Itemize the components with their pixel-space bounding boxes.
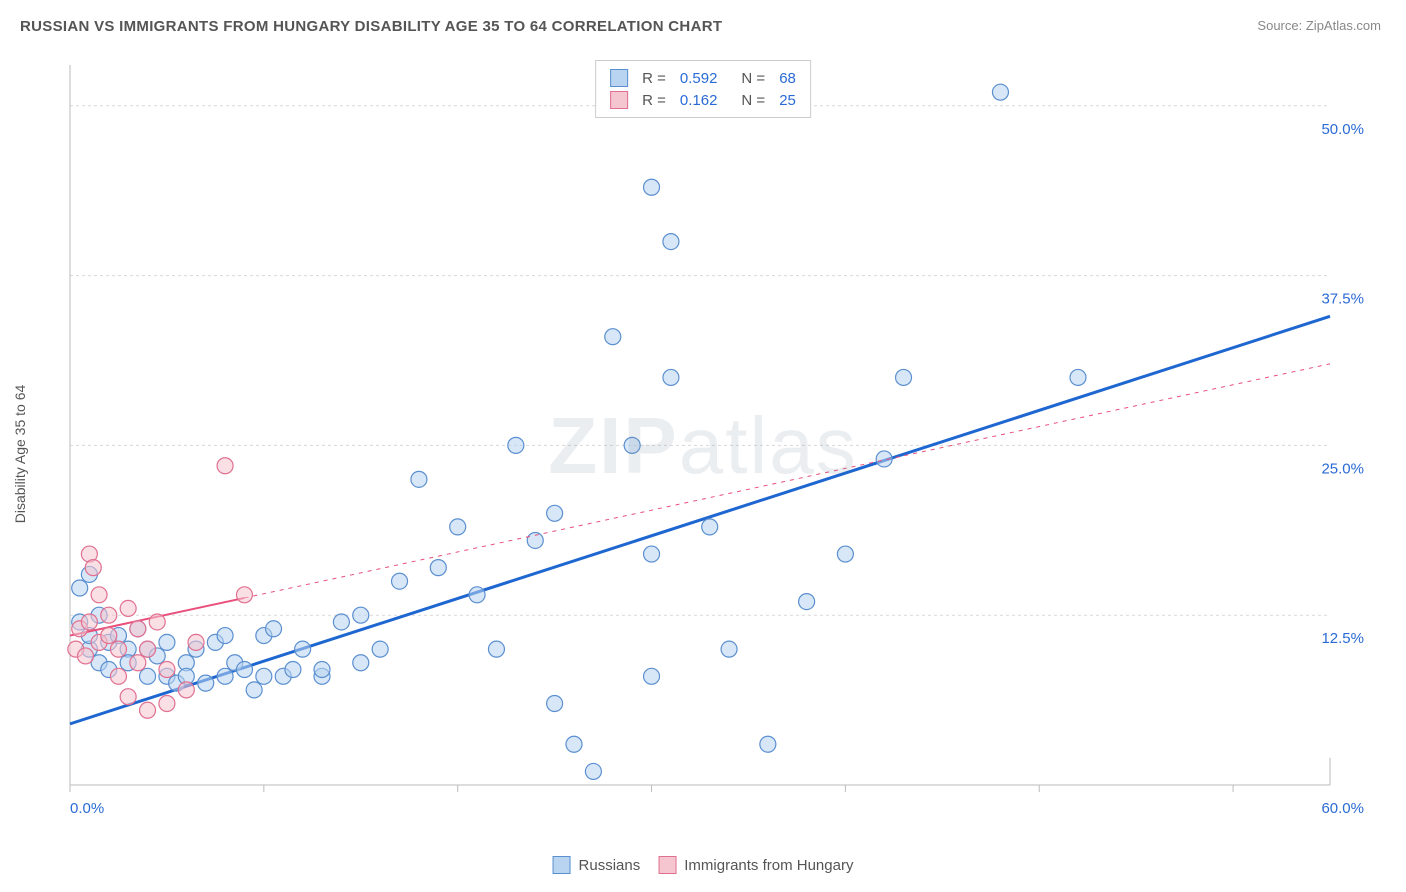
data-point xyxy=(159,695,175,711)
data-point xyxy=(120,600,136,616)
source-label: Source: xyxy=(1257,18,1302,33)
legend-n-label: N = xyxy=(741,70,765,87)
legend-statistics: R = 0.592 N = 68 R = 0.162 N = 25 xyxy=(595,60,811,118)
data-point xyxy=(547,695,563,711)
legend-r-value: 0.162 xyxy=(680,92,718,109)
data-point xyxy=(285,662,301,678)
y-tick-label: 37.5% xyxy=(1321,291,1364,308)
data-point xyxy=(110,668,126,684)
x-tick-label: 60.0% xyxy=(1321,800,1364,817)
data-point xyxy=(140,668,156,684)
data-point xyxy=(624,437,640,453)
legend-stat-row: R = 0.162 N = 25 xyxy=(610,89,796,111)
data-point xyxy=(644,668,660,684)
legend-n-value: 25 xyxy=(779,92,796,109)
scatter-chart: 12.5% 25.0% 37.5% 50.0% 0.0% 60.0% xyxy=(60,55,1370,825)
data-point xyxy=(488,641,504,657)
data-point xyxy=(295,641,311,657)
regression-line xyxy=(70,316,1330,724)
data-point xyxy=(78,648,94,664)
data-point xyxy=(392,573,408,589)
chart-title: RUSSIAN VS IMMIGRANTS FROM HUNGARY DISAB… xyxy=(20,18,722,35)
data-point xyxy=(566,736,582,752)
data-point xyxy=(663,369,679,385)
data-point xyxy=(585,763,601,779)
data-point xyxy=(236,662,252,678)
chart-area: 12.5% 25.0% 37.5% 50.0% 0.0% 60.0% xyxy=(60,55,1370,825)
legend-series-item: Immigrants from Hungary xyxy=(658,856,853,874)
legend-n-value: 68 xyxy=(779,70,796,87)
data-point xyxy=(450,519,466,535)
data-point xyxy=(644,546,660,562)
y-tick-label: 12.5% xyxy=(1321,630,1364,647)
data-point xyxy=(140,641,156,657)
data-point xyxy=(702,519,718,535)
legend-r-value: 0.592 xyxy=(680,70,718,87)
data-point xyxy=(896,369,912,385)
x-tick-label: 0.0% xyxy=(70,800,104,817)
regression-line-dashed xyxy=(244,364,1330,598)
data-point xyxy=(353,655,369,671)
data-point xyxy=(159,662,175,678)
data-point xyxy=(110,641,126,657)
data-point xyxy=(101,628,117,644)
data-point xyxy=(992,84,1008,100)
data-point xyxy=(188,634,204,650)
data-point xyxy=(217,628,233,644)
data-point xyxy=(101,607,117,623)
data-point xyxy=(353,607,369,623)
legend-stat-row: R = 0.592 N = 68 xyxy=(610,67,796,89)
legend-swatch xyxy=(610,69,628,87)
data-point xyxy=(333,614,349,630)
data-point xyxy=(547,505,563,521)
data-point xyxy=(508,437,524,453)
data-point xyxy=(314,662,330,678)
data-point xyxy=(178,682,194,698)
data-point xyxy=(721,641,737,657)
data-point xyxy=(411,471,427,487)
data-point xyxy=(198,675,214,691)
data-point xyxy=(372,641,388,657)
data-point xyxy=(605,329,621,345)
legend-series-label: Immigrants from Hungary xyxy=(684,857,853,874)
data-point xyxy=(140,702,156,718)
data-point xyxy=(149,614,165,630)
legend-series-item: Russians xyxy=(553,856,641,874)
data-point xyxy=(159,634,175,650)
source-link[interactable]: ZipAtlas.com xyxy=(1306,18,1381,33)
data-point xyxy=(837,546,853,562)
legend-swatch xyxy=(553,856,571,874)
y-tick-label: 25.0% xyxy=(1321,460,1364,477)
data-point xyxy=(85,560,101,576)
data-point xyxy=(120,689,136,705)
y-axis-label: Disability Age 35 to 64 xyxy=(12,385,28,524)
data-point xyxy=(130,655,146,671)
source-attribution: Source: ZipAtlas.com xyxy=(1257,18,1381,33)
data-point xyxy=(266,621,282,637)
data-point xyxy=(799,594,815,610)
data-point xyxy=(130,621,146,637)
data-point xyxy=(760,736,776,752)
data-point xyxy=(644,179,660,195)
data-point xyxy=(246,682,262,698)
data-point xyxy=(81,614,97,630)
legend-swatch xyxy=(658,856,676,874)
data-point xyxy=(236,587,252,603)
legend-series-label: Russians xyxy=(579,857,641,874)
y-tick-label: 50.0% xyxy=(1321,121,1364,138)
data-point xyxy=(217,668,233,684)
data-point xyxy=(1070,369,1086,385)
legend-r-label: R = xyxy=(642,92,666,109)
data-point xyxy=(430,560,446,576)
legend-r-label: R = xyxy=(642,70,666,87)
data-point xyxy=(256,668,272,684)
data-point xyxy=(91,587,107,603)
data-point xyxy=(217,458,233,474)
legend-n-label: N = xyxy=(741,92,765,109)
data-point xyxy=(469,587,485,603)
data-point xyxy=(663,234,679,250)
data-point xyxy=(72,580,88,596)
legend-series: Russians Immigrants from Hungary xyxy=(553,856,854,874)
legend-swatch xyxy=(610,91,628,109)
